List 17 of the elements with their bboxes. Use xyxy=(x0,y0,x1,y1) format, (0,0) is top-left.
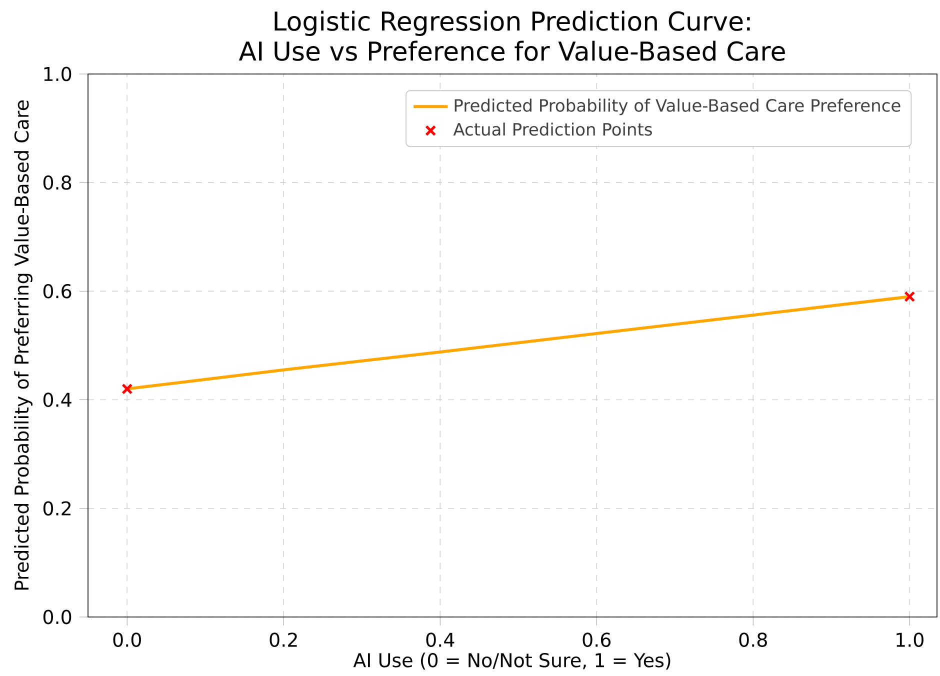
y-axis-title: Predicted Probability of Preferring Value-Based Care xyxy=(14,100,32,590)
y-tick-label: 0.0 xyxy=(43,610,72,624)
y-tick-label: 0.2 xyxy=(43,501,71,516)
y-tick-label: 1.0 xyxy=(44,66,72,82)
chart-title: Logistic Regression Prediction Curve: AI Use vs Preference for Value-Based Care xyxy=(238,10,785,61)
y-tick-label: 0.6 xyxy=(43,284,72,298)
legend-label: Actual Prediction Points xyxy=(453,122,652,136)
x-tick-label: 0.6 xyxy=(582,632,611,647)
x-tick-label: 0.4 xyxy=(426,632,454,647)
x-axis-title: AI Use (0 = No/Not Sure, 1 = Yes) xyxy=(353,652,670,670)
x-tick-label: 1.0 xyxy=(896,632,924,647)
legend-label: Predicted Probability of Value-Based Care Preference xyxy=(454,98,900,115)
x-tick-label: 0.2 xyxy=(270,632,297,647)
x-tick-label: 0.0 xyxy=(113,632,141,647)
y-tick-label: 0.4 xyxy=(43,392,72,407)
y-tick-label: 0.8 xyxy=(43,175,72,190)
x-tick-label: 0.8 xyxy=(739,632,767,647)
